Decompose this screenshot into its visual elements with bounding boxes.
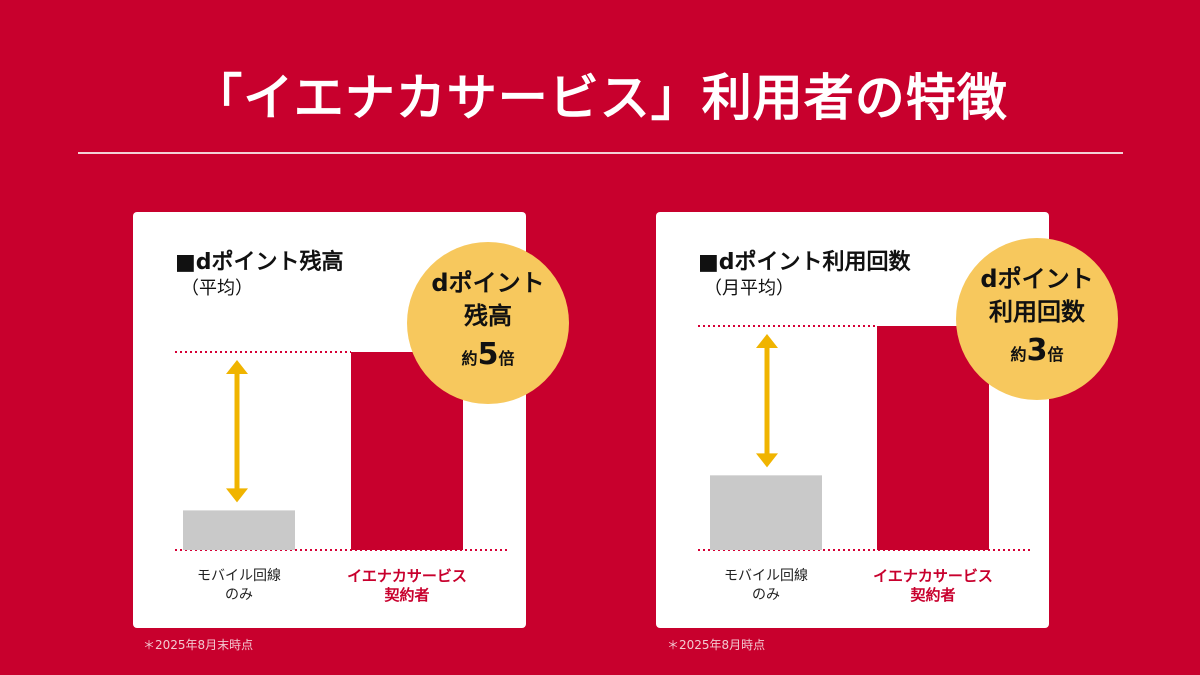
badge-number: 5 (477, 337, 499, 372)
badge-prefix: 約 (461, 349, 478, 368)
category-label-line: 契約者 (384, 586, 430, 604)
category-label-mobile-only: モバイル回線 のみ (710, 567, 822, 605)
category-label-line: のみ (752, 587, 780, 603)
difference-arrow-head-up (226, 360, 248, 374)
ratio-badge: dポイント 残高 約5倍 (407, 242, 569, 404)
badge-suffix: 倍 (498, 349, 515, 368)
category-label-line: イエナカサービス (347, 567, 467, 585)
ratio-badge: dポイント 利用回数 約3倍 (956, 238, 1118, 400)
panel-title: ■dポイント利用回数 (698, 250, 911, 275)
panel-subtitle: （平均） (181, 278, 253, 299)
badge-line: 残高 (464, 302, 512, 330)
panel-title: ■dポイント残高 (175, 250, 344, 275)
badge-prefix: 約 (1010, 345, 1027, 364)
category-label-service-subscriber: イエナカサービス 契約者 (857, 567, 1009, 605)
badge-number: 3 (1026, 333, 1048, 368)
bar-mobile-only (710, 475, 822, 550)
category-label-line: モバイル回線 (724, 568, 808, 584)
category-label-line: モバイル回線 (197, 568, 281, 584)
bar-mobile-only (183, 510, 295, 550)
panel-subtitle: （月平均） (704, 278, 794, 299)
footnote: ＊2025年8月時点 (667, 638, 766, 652)
category-label-line: 契約者 (910, 586, 956, 604)
footnote: ＊2025年8月末時点 (143, 638, 254, 652)
difference-arrow-head-down (756, 453, 778, 468)
category-label-line: イエナカサービス (873, 567, 993, 585)
badge-line: dポイント (980, 265, 1094, 293)
title-divider (78, 152, 1123, 154)
badge-line: dポイント (431, 269, 545, 297)
category-label-mobile-only: モバイル回線 のみ (183, 567, 295, 605)
badge-ratio: 約5倍 (462, 335, 515, 379)
badge-suffix: 倍 (1047, 345, 1064, 364)
category-label-line: のみ (225, 587, 253, 603)
category-label-service-subscriber: イエナカサービス 契約者 (331, 567, 483, 605)
page-title: 「イエナカサービス」利用者の特徴 (192, 69, 1008, 127)
difference-arrow-head-up (756, 334, 778, 348)
difference-arrow-head-down (226, 488, 248, 503)
badge-line: 利用回数 (989, 298, 1085, 326)
badge-ratio: 約3倍 (1011, 331, 1064, 375)
